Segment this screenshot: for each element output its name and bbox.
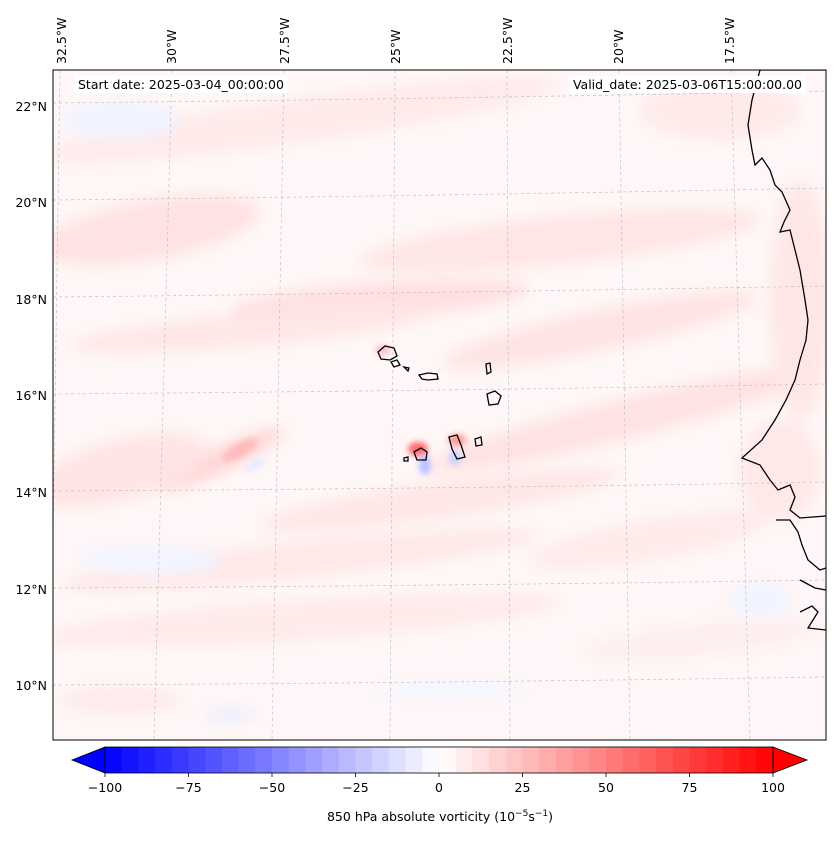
colorbar-segment [138, 747, 156, 773]
lat-label: 20°N [15, 195, 47, 210]
colorbar-segment [422, 747, 440, 773]
lon-label: 32.5°W [54, 18, 69, 64]
lon-label: 17.5°W [722, 18, 737, 64]
colorbar-segment [522, 747, 540, 773]
colorbar-segment [155, 747, 173, 773]
colorbar-tick-label: 25 [515, 780, 531, 795]
colorbar-tick-label: 50 [598, 780, 614, 795]
lon-label: 30°W [164, 29, 179, 64]
colorbar-segment [606, 747, 624, 773]
colorbar-segment [756, 747, 774, 773]
island-fogo [413, 447, 428, 461]
longitude-labels: 32.5°W 30°W 27.5°W 25°W 22.5°W 20°W 17.5… [54, 18, 737, 64]
island-santa-luzia [402, 365, 410, 373]
colorbar-extend-max [772, 746, 809, 774]
colorbar-tick-label: 75 [682, 780, 698, 795]
colorbar-segment [589, 747, 607, 773]
colorbar-segment [338, 747, 356, 773]
lat-label: 10°N [15, 678, 47, 693]
colorbar-tick-label: −50 [259, 780, 285, 795]
colorbar-segment [672, 747, 690, 773]
island-maio [474, 436, 483, 447]
colorbar-segment [105, 747, 123, 773]
colorbar-segments [105, 747, 774, 773]
colorbar-tick-label: 0 [435, 780, 443, 795]
colorbar-segment [455, 747, 473, 773]
colorbar-tick-label: −25 [342, 780, 368, 795]
colorbar-segment [739, 747, 757, 773]
colorbar-segment [171, 747, 189, 773]
colorbar-segment [555, 747, 574, 773]
lon-label: 20°W [611, 29, 626, 64]
colorbar-segment [188, 747, 206, 773]
colorbar-segment [689, 747, 707, 773]
colorbar-segment [639, 747, 657, 773]
lat-label: 22°N [15, 99, 47, 114]
colorbar-segment [505, 747, 523, 773]
colorbar-segment [238, 747, 256, 773]
colorbar-segment [121, 747, 139, 773]
island-boa-vista [486, 390, 502, 406]
colorbar-segment [372, 747, 390, 773]
lat-label: 16°N [15, 388, 47, 403]
africa-coastline [740, 70, 826, 631]
colorbar-tick-label: −100 [88, 780, 122, 795]
colorbar-segment [439, 747, 457, 773]
colorbar-segment [472, 747, 490, 773]
island-santo-antao [377, 345, 398, 361]
colorbar-segment [205, 747, 223, 773]
colorbar-segment [305, 747, 323, 773]
colorbar-segment [288, 747, 306, 773]
colorbar-segment [722, 747, 741, 773]
negative-vorticity-patches [60, 102, 790, 721]
colorbar-segment [221, 747, 240, 773]
colorbar: −100 −75 −50 −25 0 25 50 75 100 850 hPa absolute… [70, 746, 809, 824]
lat-label: 18°N [15, 292, 47, 307]
lat-label: 12°N [15, 582, 47, 597]
colorbar-segment [322, 747, 340, 773]
lon-label: 22.5°W [500, 18, 515, 64]
island-brava [403, 456, 409, 462]
colorbar-segment [489, 747, 507, 773]
colorbar-label: 850 hPa absolute vorticity (10−5s−1) [327, 809, 553, 824]
colorbar-segment [255, 747, 273, 773]
colorbar-segment [272, 747, 290, 773]
colorbar-segment [539, 747, 557, 773]
valid-date-label: Valid_date: 2025-03-06T15:00:00.00 [568, 76, 806, 93]
cape-verde-islands [377, 345, 502, 462]
plot-border [52, 69, 827, 741]
island-sal [485, 362, 492, 376]
colorbar-ticks: −100 −75 −50 −25 0 25 50 75 100 [88, 773, 785, 795]
colorbar-segment [405, 747, 423, 773]
colorbar-extend-min [70, 746, 106, 774]
colorbar-segment [388, 747, 407, 773]
colorbar-segment [572, 747, 590, 773]
graticule [53, 70, 826, 740]
island-santiago [448, 434, 466, 460]
start-date-label: Start date: 2025-03-04_00:00:00 [74, 76, 288, 93]
colorbar-segment [706, 747, 724, 773]
lat-label: 14°N [15, 485, 47, 500]
colorbar-segment [622, 747, 640, 773]
lon-label: 25°W [388, 29, 403, 64]
colorbar-tick-label: 100 [761, 780, 785, 795]
island-sao-nicolau [417, 372, 439, 381]
latitude-labels: 22°N 20°N 18°N 16°N 14°N 12°N 10°N [15, 99, 47, 693]
colorbar-tick-label: −75 [175, 780, 201, 795]
colorbar-segment [355, 747, 373, 773]
island-sao-vicente [390, 359, 401, 368]
vorticity-field [53, 70, 826, 740]
lon-label: 27.5°W [277, 18, 292, 64]
colorbar-segment [656, 747, 674, 773]
